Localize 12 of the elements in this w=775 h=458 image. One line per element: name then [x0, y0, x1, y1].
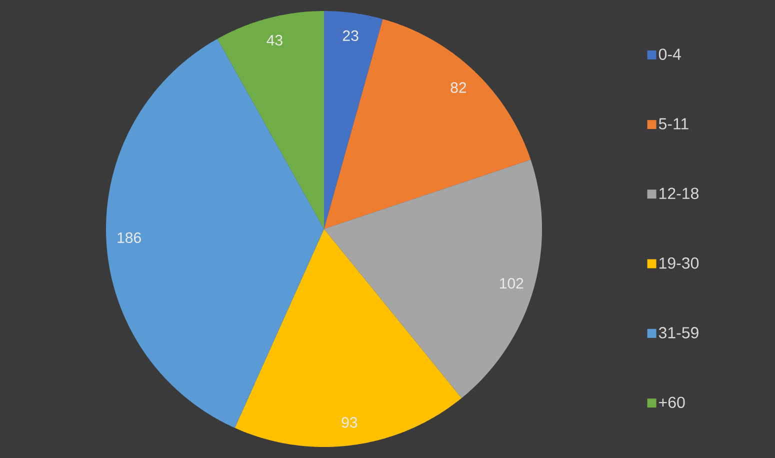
data-label: 93 — [342, 417, 358, 428]
legend-label: 31-59 — [658, 327, 698, 338]
legend-label: +60 — [659, 396, 685, 408]
legend-label: 0-4 — [658, 48, 681, 60]
data-label: 102 — [500, 278, 524, 289]
data-label: 43 — [266, 34, 282, 46]
legend-label: 12-18 — [659, 188, 698, 200]
data-label: 23 — [342, 30, 358, 42]
legend-label: 19-30 — [659, 257, 699, 269]
legend-label: 5-11 — [658, 118, 688, 130]
data-label: 186 — [118, 232, 141, 243]
data-label: 82 — [450, 82, 466, 93]
